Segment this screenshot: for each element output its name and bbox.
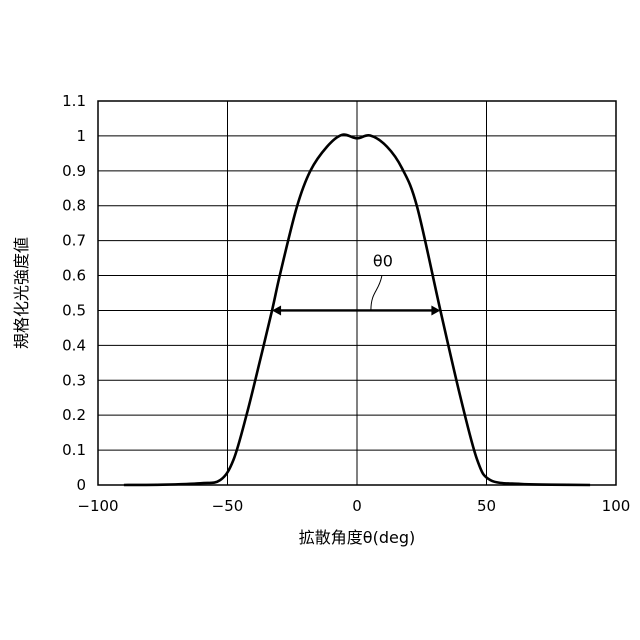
x-tick-label: 0 xyxy=(352,497,362,515)
fwhm-annotation: θ0 xyxy=(272,252,440,316)
tick-labels: 0 0.1 0.2 0.3 0.4 0.5 0.6 0.7 0.8 0.9 1 1.1 −100 −50 0… xyxy=(62,92,630,515)
x-tick-label: −50 xyxy=(212,497,244,515)
y-tick-label: 1 xyxy=(76,127,86,145)
y-tick-label: 0.9 xyxy=(62,162,86,180)
y-tick-label: 0 xyxy=(76,476,86,494)
y-tick-label: 0.7 xyxy=(62,232,86,250)
y-tick-label: 1.1 xyxy=(62,92,86,110)
y-tick-label: 0.2 xyxy=(62,406,86,424)
y-axis-label: 規格化光強度値 xyxy=(12,237,31,349)
y-tick-label: 0.3 xyxy=(62,371,86,389)
annotation-leader-line xyxy=(371,276,382,311)
x-tick-label: 50 xyxy=(477,497,496,515)
y-tick-label: 0.6 xyxy=(62,267,86,285)
x-tick-label: −100 xyxy=(77,497,118,515)
y-tick-label: 0.1 xyxy=(62,441,86,459)
x-tick-label: 100 xyxy=(602,497,631,515)
x-axis-label: 拡散角度θ(deg) xyxy=(299,528,415,547)
y-tick-label: 0.4 xyxy=(62,336,86,354)
y-tick-label: 0.8 xyxy=(62,197,86,215)
annotation-label: θ0 xyxy=(373,252,393,271)
y-tick-label: 0.5 xyxy=(62,301,86,319)
grid xyxy=(98,101,616,485)
